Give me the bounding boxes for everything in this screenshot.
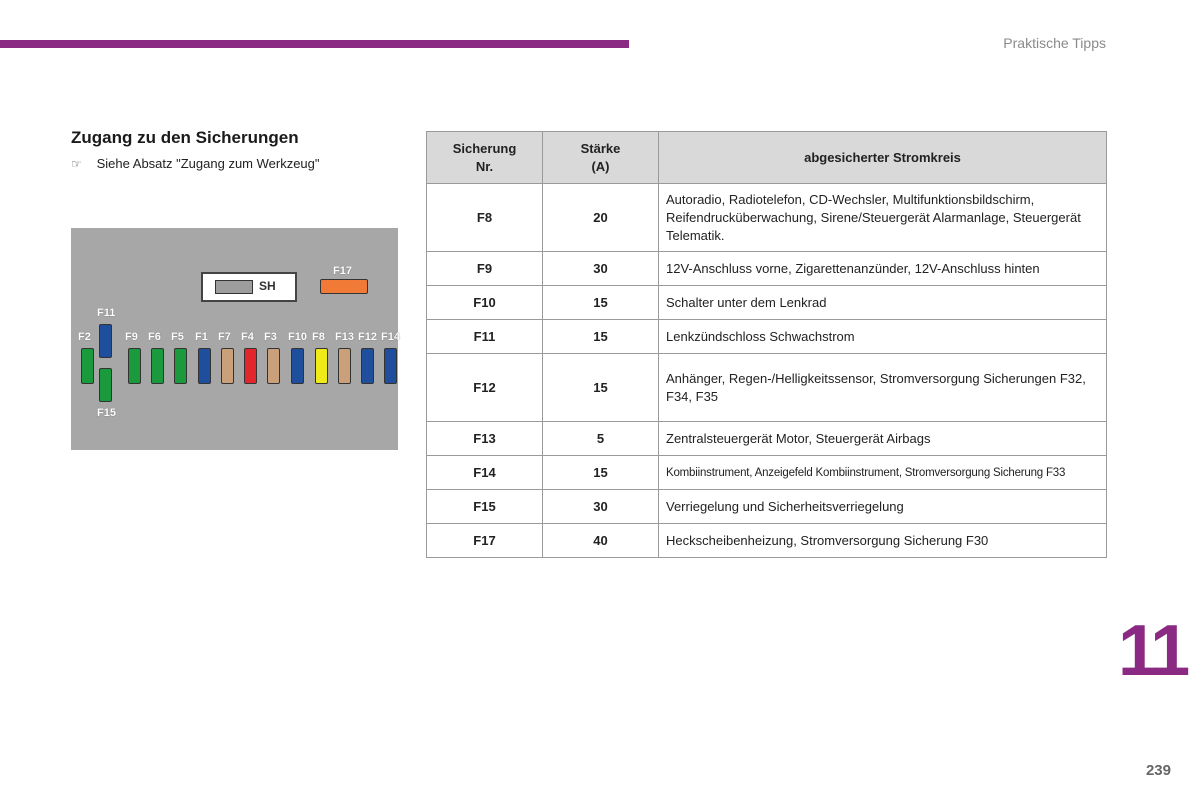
top-accent-bar: [0, 40, 629, 48]
fuse-label-F2: F2: [78, 331, 91, 343]
fuse-circuit: Lenkzündschloss Schwachstrom: [658, 319, 1107, 354]
fuse-F12: [361, 348, 374, 384]
chapter-number: 11: [1118, 611, 1190, 691]
fuse-F13: [338, 348, 351, 384]
sh-shunt: SH: [201, 272, 297, 302]
fuse-F1: [198, 348, 211, 384]
fuse-circuit: Verriegelung und Sicherheitsverriegelung: [658, 489, 1107, 524]
table-row: F10 15 Schalter unter dem Lenkrad: [426, 285, 1107, 320]
table-row: F11 15 Lenkzündschloss Schwachstrom: [426, 319, 1107, 354]
fuse-number: F9: [426, 251, 543, 286]
fuse-label-F14: F14: [381, 331, 400, 343]
access-title: Zugang zu den Sicherungen: [71, 128, 299, 147]
header-amperage: Stärke (A): [542, 131, 659, 184]
fuse-F8: [315, 348, 328, 384]
page-number: 239: [1145, 762, 1171, 779]
sh-slot: [215, 280, 253, 294]
sh-label: SH: [259, 279, 276, 293]
fuse-circuit: 12V-Anschluss vorne, Zigarettenanzünder,…: [658, 251, 1107, 286]
table-row: F15 30 Verriegelung und Sicherheitsverri…: [426, 489, 1107, 524]
header-circuit: abgesicherter Stromkreis: [658, 131, 1107, 184]
header-fuse-number: Sicherung Nr.: [426, 131, 543, 184]
table-row: F17 40 Heckscheibenheizung, Stromversorg…: [426, 523, 1107, 558]
fuse-circuit: Anhänger, Regen-/Helligkeitssensor, Stro…: [658, 353, 1107, 422]
fuse-F15: [99, 368, 112, 402]
fuse-number: F17: [426, 523, 543, 558]
fuse-amperage: 20: [542, 183, 659, 252]
fuse-label-F1: F1: [195, 331, 208, 343]
fuse-label-F4: F4: [241, 331, 254, 343]
fuse-circuit: Kombiinstrument, Anzeigefeld Kombiinstru…: [658, 455, 1107, 490]
fuse-circuit: Autoradio, Radiotelefon, CD-Wechsler, Mu…: [658, 183, 1107, 252]
section-title: Praktische Tipps: [1003, 35, 1106, 51]
fuse-number: F14: [426, 455, 543, 490]
fuse-label-F9: F9: [125, 331, 138, 343]
fuse-label-F7: F7: [218, 331, 231, 343]
fuse-label-F11: F11: [97, 307, 116, 319]
fuse-F7: [221, 348, 234, 384]
fuse-F3: [267, 348, 280, 384]
fuse-amperage: 15: [542, 319, 659, 354]
fuse-amperage: 40: [542, 523, 659, 558]
fuse-amperage: 15: [542, 285, 659, 320]
fuse-F2: [81, 348, 94, 384]
fuse-number: F11: [426, 319, 543, 354]
table-row: F14 15 Kombiinstrument, Anzeigefeld Komb…: [426, 455, 1107, 490]
access-note-text: Siehe Absatz "Zugang zum Werkzeug": [96, 156, 320, 171]
fuse-amperage: 5: [542, 421, 659, 456]
table-row: F8 20 Autoradio, Radiotelefon, CD-Wechsl…: [426, 183, 1107, 252]
table-header-row: Sicherung Nr. Stärke (A) abgesicherter S…: [426, 131, 1107, 184]
fuse-box-diagram: SH F17 F11 F15 F2 F9 F6 F5 F1 F7 F4 F3 F10 F8 F13 F…: [71, 228, 400, 450]
header-fuse-line1: Sicherung: [452, 140, 517, 156]
fuse-circuit: Schalter unter dem Lenkrad: [658, 285, 1107, 320]
fuse-amperage: 15: [542, 455, 659, 490]
table-row: F13 5 Zentralsteuergerät Motor, Steuerge…: [426, 421, 1107, 456]
fuse-amperage: 15: [542, 353, 659, 422]
fuse-label-F13: F13: [335, 331, 354, 343]
fuse-F9: [128, 348, 141, 384]
header-amp-line1: Stärke: [580, 140, 621, 156]
fuse-label-F8: F8: [312, 331, 325, 343]
fuse-F4: [244, 348, 257, 384]
table-row: F12 15 Anhänger, Regen-/Helligkeitssenso…: [426, 353, 1107, 422]
fuse-label-F17: F17: [333, 265, 352, 277]
fuse-F6: [151, 348, 164, 384]
fuse-number: F10: [426, 285, 543, 320]
fuse-label-F12: F12: [358, 331, 377, 343]
fuse-F11: [99, 324, 112, 358]
fuse-number: F15: [426, 489, 543, 524]
table-row: F9 30 12V-Anschluss vorne, Zigarettenanz…: [426, 251, 1107, 286]
access-note: ☞ Siehe Absatz "Zugang zum Werkzeug": [71, 156, 320, 171]
fuse-label-F3: F3: [264, 331, 277, 343]
fuse-circuit: Zentralsteuergerät Motor, Steuergerät Ai…: [658, 421, 1107, 456]
fuse-label-F10: F10: [288, 331, 307, 343]
fuse-amperage: 30: [542, 251, 659, 286]
header-fuse-line2: Nr.: [475, 158, 494, 174]
fuse-F5: [174, 348, 187, 384]
fuse-number: F8: [426, 183, 543, 252]
fuse-amperage: 30: [542, 489, 659, 524]
fuse-table: Sicherung Nr. Stärke (A) abgesicherter S…: [426, 131, 1107, 558]
fuse-number: F12: [426, 353, 543, 422]
fuse-F10: [291, 348, 304, 384]
fuse-F17: [320, 279, 368, 294]
fuse-label-F6: F6: [148, 331, 161, 343]
pointing-hand-icon: ☞: [71, 157, 82, 171]
header-amp-line2: (A): [591, 158, 610, 174]
fuse-label-F15: F15: [97, 407, 116, 419]
fuse-label-F5: F5: [171, 331, 184, 343]
fuse-number: F13: [426, 421, 543, 456]
fuse-F14: [384, 348, 397, 384]
fuse-circuit: Heckscheibenheizung, Stromversorgung Sic…: [658, 523, 1107, 558]
